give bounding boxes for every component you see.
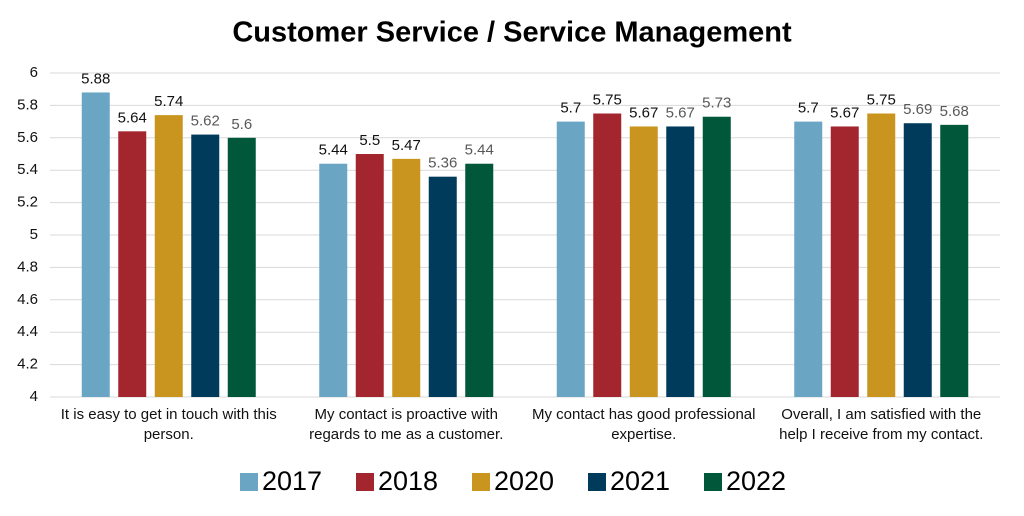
y-tick-label: 5.6 (17, 129, 38, 146)
data-label: 5.44 (319, 142, 348, 159)
bar (118, 131, 147, 397)
data-label: 5.75 (867, 91, 896, 108)
bar (392, 158, 421, 397)
data-label: 5.67 (666, 104, 695, 121)
bar (867, 113, 896, 397)
bar (702, 116, 731, 398)
x-tick-label: It is easy to get in touch with this per… (60, 406, 277, 443)
bar (355, 154, 384, 397)
bar (593, 113, 622, 397)
data-label: 5.7 (560, 100, 581, 117)
data-label: 5.68 (940, 103, 969, 120)
x-tick-label: My contact has good professional experti… (532, 406, 756, 443)
bar (830, 126, 859, 398)
legend-swatch (240, 473, 258, 491)
legend-label: 2020 (494, 466, 554, 496)
data-label: 5.6 (231, 116, 252, 133)
bar (794, 121, 823, 397)
legend-label: 2018 (378, 466, 438, 496)
y-tick-label: 4.4 (17, 323, 38, 340)
legend-swatch (704, 473, 722, 491)
bar (556, 121, 585, 397)
data-label: 5.64 (118, 109, 147, 126)
data-label: 5.36 (428, 155, 457, 172)
data-label: 5.67 (830, 104, 859, 121)
data-label: 5.74 (154, 93, 183, 110)
bar (227, 137, 256, 398)
legend-swatch (356, 473, 374, 491)
bar (903, 123, 932, 397)
bar (428, 176, 457, 397)
y-tick-label: 5 (30, 226, 38, 243)
bar (154, 115, 183, 398)
data-label: 5.44 (465, 142, 494, 159)
bar (629, 126, 658, 398)
legend-swatch (588, 473, 606, 491)
y-tick-label: 5.8 (17, 96, 38, 113)
y-tick-label: 5.4 (17, 161, 38, 178)
legend-label: 2017 (262, 466, 322, 496)
bar (666, 126, 695, 398)
bar (940, 124, 969, 397)
y-tick-label: 4.6 (17, 291, 38, 308)
legend-label: 2022 (726, 466, 786, 496)
x-tick-label: My contact is proactive with regards to … (309, 406, 504, 443)
data-label: 5.69 (903, 101, 932, 118)
data-label: 5.62 (191, 113, 220, 130)
bar (81, 92, 110, 397)
data-label: 5.47 (392, 137, 421, 154)
y-tick-label: 5.2 (17, 194, 38, 211)
bar (319, 163, 348, 397)
data-label: 5.75 (593, 91, 622, 108)
bar (465, 163, 494, 397)
bar (191, 134, 220, 397)
data-label: 5.5 (359, 132, 380, 149)
y-tick-label: 4 (30, 388, 38, 405)
data-label: 5.73 (702, 95, 731, 112)
chart-title: Customer Service / Service Management (232, 17, 792, 49)
y-tick-label: 6 (30, 64, 38, 81)
x-tick-label: Overall, I am satisfied with the help I … (779, 406, 984, 443)
y-tick-label: 4.8 (17, 258, 38, 275)
legend-swatch (472, 473, 490, 491)
data-label: 5.88 (81, 70, 110, 87)
data-label: 5.7 (798, 100, 819, 117)
y-tick-label: 4.2 (17, 356, 38, 373)
legend-label: 2021 (610, 466, 670, 496)
data-label: 5.67 (629, 104, 658, 121)
